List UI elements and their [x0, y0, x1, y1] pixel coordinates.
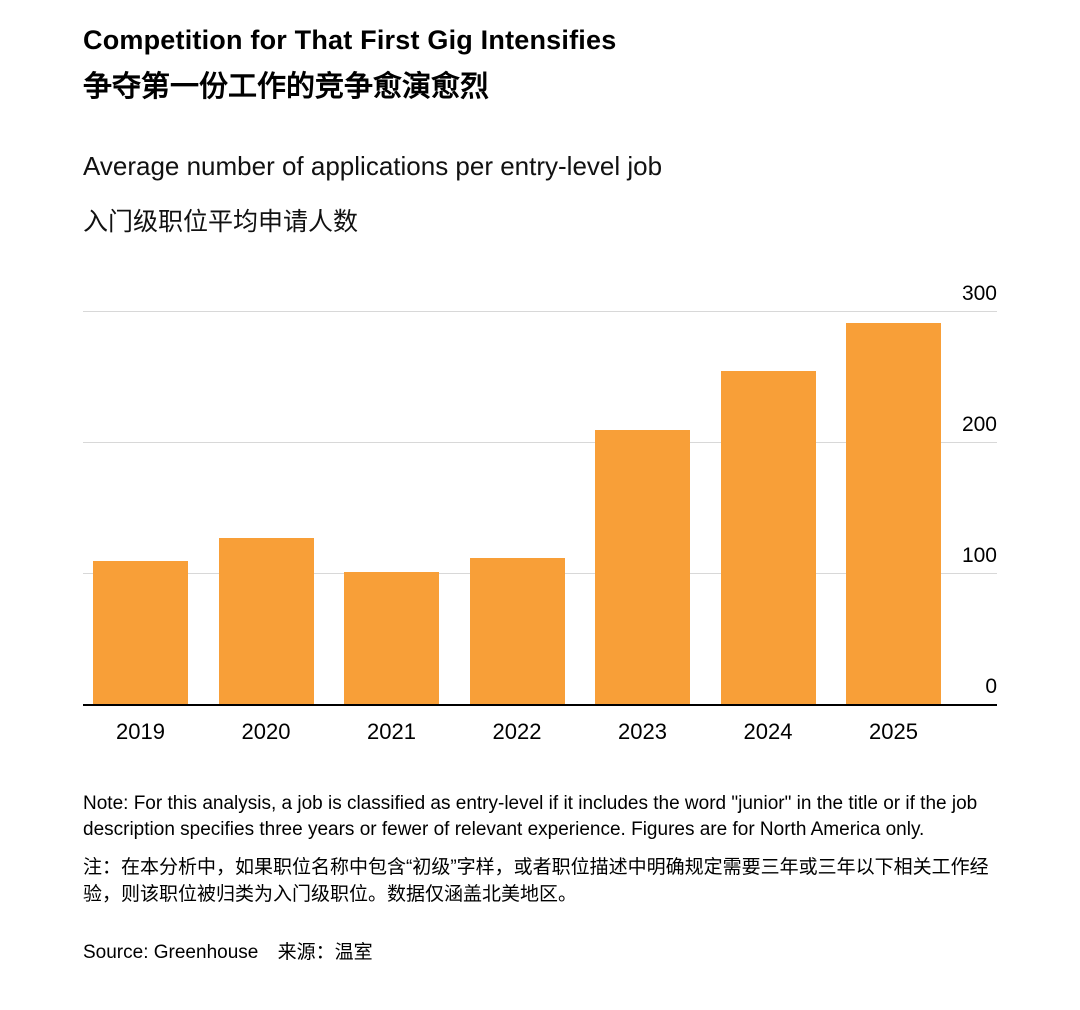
x-tick-label-2019: 2019: [116, 719, 165, 745]
y-tick-label-0: 0: [985, 675, 997, 699]
y-tick-label-300: 300: [961, 282, 997, 306]
bar-2020: [218, 537, 314, 706]
x-tick-label-2022: 2022: [492, 719, 542, 745]
bar-2025: [846, 322, 941, 706]
gridline-200: [83, 442, 997, 444]
bar-2023: [595, 430, 690, 706]
chart-page: Competition for That First Gig Intensifi…: [83, 25, 997, 964]
x-axis-line: [83, 704, 997, 707]
bars: [93, 312, 941, 706]
gridline-300: [83, 311, 997, 313]
chart-subtitle-en: Average number of applications per entry…: [83, 151, 663, 182]
chart-subtitle-zh: 入门级职位平均申请人数: [83, 208, 359, 237]
bar-2021: [344, 571, 439, 706]
note-zh: 注：在本分析中，如果职位名称中包含“初级”字样，或者职位描述中明确规定需要三年或…: [83, 856, 989, 905]
source-en: Source: Greenhouse: [83, 941, 259, 963]
y-tick-label-100: 100: [961, 544, 997, 568]
bar-2022: [469, 558, 565, 706]
y-tick-label-200: 200: [961, 413, 997, 437]
bar-chart: 0 100 200 300 2019 2020 2021 2022 2023 2024 2025: [83, 283, 997, 745]
x-tick-label-2023: 2023: [618, 719, 667, 745]
page-title-en: Competition for That First Gig Intensifi…: [83, 25, 617, 55]
x-tick-label-2020: 2020: [241, 719, 291, 745]
x-tick-label-2024: 2024: [743, 719, 793, 745]
page-title-zh: 争夺第一份工作的竞争愈演愈烈: [83, 71, 490, 104]
bar-2019: [93, 561, 188, 706]
source-line: Source: Greenhouse 来源：温室: [83, 937, 997, 964]
x-tick-label-2021: 2021: [367, 719, 416, 745]
x-axis-labels: 2019 2020 2021 2022 2023 2024 2025: [83, 719, 997, 745]
note-en: Note: For this analysis, a job is classi…: [83, 793, 978, 841]
source-zh: 来源：温室: [277, 941, 373, 963]
plot-area: 0 100 200 300: [83, 283, 997, 707]
x-tick-label-2025: 2025: [869, 719, 918, 745]
bar-2024: [720, 371, 816, 706]
footnotes: Note: For this analysis, a job is classi…: [83, 791, 997, 909]
